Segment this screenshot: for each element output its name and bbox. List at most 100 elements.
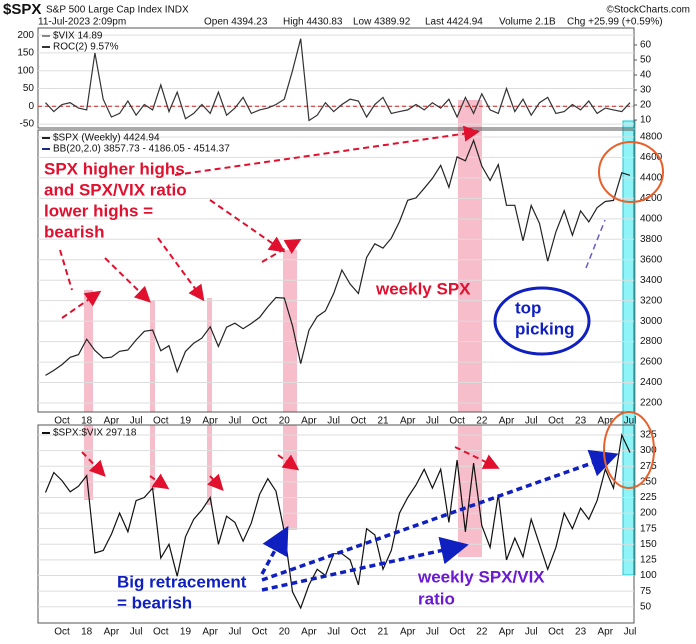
y-tick-label: 3800: [640, 234, 663, 245]
x-tick-label: Apr: [499, 416, 515, 427]
panel-frame: [37, 27, 635, 129]
x-tick-label: Apr: [202, 627, 218, 638]
legend-label: $VIX 14.89: [53, 31, 103, 42]
change: Chg +25.99 (+0.59%): [567, 17, 663, 28]
y2-tick-label: 50: [640, 55, 652, 66]
overlays: [59, 125, 664, 592]
panel-frame: [37, 129, 635, 413]
x-tick-label: Apr: [400, 416, 416, 427]
y-tick-label: 4200: [640, 193, 663, 204]
x-tick-label: Apr: [598, 627, 614, 638]
x-tick-label: Oct: [351, 416, 367, 427]
x-tick-label: Apr: [301, 416, 317, 427]
legend-label: $SPX:$VIX 297.18: [53, 428, 137, 439]
x-tick-label: 20: [279, 627, 291, 638]
y-tick-label: 3400: [640, 275, 663, 286]
y-tick-label: 250: [640, 476, 657, 487]
y2-tick-label: 30: [640, 85, 652, 96]
x-tick-label: 22: [476, 416, 488, 427]
cyan-band: [622, 120, 636, 576]
y-tick-label: 200: [17, 30, 34, 41]
x-tick-label: Oct: [153, 627, 169, 638]
y-tick-label: 2600: [640, 357, 663, 368]
annotation: lower highs =: [44, 201, 153, 220]
symbol: $SPX: [3, 1, 41, 18]
x-tick-label: Oct: [252, 627, 268, 638]
y-tick-label: 3600: [640, 254, 663, 265]
y-tick-label: 200: [640, 508, 657, 519]
annotation: weekly SPX/VIX: [417, 567, 545, 586]
x-tick-label: Oct: [351, 627, 367, 638]
highlight-bands: [84, 100, 482, 557]
y-tick-label: 75: [640, 586, 652, 597]
x-tick-label: Jul: [525, 627, 538, 638]
y-tick-label: 2200: [640, 398, 663, 409]
y-tick-label: 100: [17, 65, 34, 76]
series-line: [45, 138, 631, 376]
last: Last 4424.94: [425, 17, 483, 28]
x-tick-label: 18: [81, 627, 93, 638]
annotation: Big retracement: [117, 572, 247, 591]
y-tick-label: 4400: [640, 173, 663, 184]
x-tick-label: Oct: [54, 416, 70, 427]
y2-tick-label: 20: [640, 100, 652, 111]
x-tick-label: Jul: [525, 416, 538, 427]
y-tick-label: 50: [640, 601, 652, 612]
x-tick-label: Apr: [301, 627, 317, 638]
y-tick-label: 4000: [640, 213, 663, 224]
volume: Volume 2.1B: [499, 17, 556, 28]
x-tick-label: 19: [180, 627, 192, 638]
x-tick-label: 23: [575, 416, 587, 427]
x-tick-label: 19: [180, 416, 192, 427]
x-tick-label: Jul: [130, 627, 143, 638]
x-tick-label: Jul: [327, 627, 340, 638]
legend-label: $SPX (Weekly) 4424.94: [53, 133, 160, 144]
x-tick-label: 23: [575, 627, 587, 638]
x-tick-label: Oct: [548, 416, 564, 427]
y-tick-label: 175: [640, 523, 657, 534]
y-tick-label: 2800: [640, 336, 663, 347]
source: ©StockCharts.com: [606, 5, 690, 16]
annotation: weekly SPX: [375, 279, 471, 298]
y-tick-label: 225: [640, 492, 657, 503]
x-tick-label: Jul: [228, 627, 241, 638]
x-tick-label: 22: [476, 627, 488, 638]
x-tick-label: Apr: [202, 416, 218, 427]
y-tick-label: 150: [640, 539, 657, 550]
annotation: bearish: [44, 222, 104, 241]
annotation: SPX higher highs: [44, 159, 185, 178]
x-tick-label: Jul: [327, 416, 340, 427]
y2-tick-label: 60: [640, 40, 652, 51]
annotation: top: [515, 298, 541, 317]
y-tick-label: 100: [640, 570, 657, 581]
y-tick-label: 50: [23, 83, 35, 94]
open: Open 4394.23: [204, 17, 268, 28]
legend-label: BB(20,2.0) 3857.73 - 4186.05 - 4514.37: [53, 144, 230, 155]
x-tick-label: Jul: [624, 416, 637, 427]
x-tick-label: 20: [279, 416, 291, 427]
x-tick-label: Apr: [598, 416, 614, 427]
y-tick-label: 2400: [640, 377, 663, 388]
x-tick-label: Jul: [426, 627, 439, 638]
y2-tick-label: 10: [640, 115, 652, 126]
high: High 4430.83: [283, 17, 343, 28]
y-tick-label: 3000: [640, 316, 663, 327]
x-tick-label: Jul: [426, 416, 439, 427]
legend-label: ROC(2) 9.57%: [53, 42, 119, 53]
y-tick-label: 150: [17, 48, 34, 59]
x-tick-label: Oct: [252, 416, 268, 427]
annotation: picking: [515, 319, 575, 338]
annotation: = bearish: [117, 593, 192, 612]
x-tick-label: 21: [377, 416, 389, 427]
low: Low 4389.92: [353, 17, 411, 28]
index-name: S&P 500 Large Cap Index INDX: [46, 5, 189, 16]
x-tick-label: Oct: [449, 627, 465, 638]
x-tick-label: Apr: [104, 627, 120, 638]
y-tick-label: -50: [20, 119, 35, 130]
y-tick-label: 275: [640, 461, 657, 472]
panel-frame: [37, 424, 635, 624]
y2-tick-label: 40: [640, 70, 652, 81]
x-tick-label: Jul: [624, 627, 637, 638]
x-tick-label: Oct: [153, 416, 169, 427]
y-tick-label: 0: [28, 101, 34, 112]
